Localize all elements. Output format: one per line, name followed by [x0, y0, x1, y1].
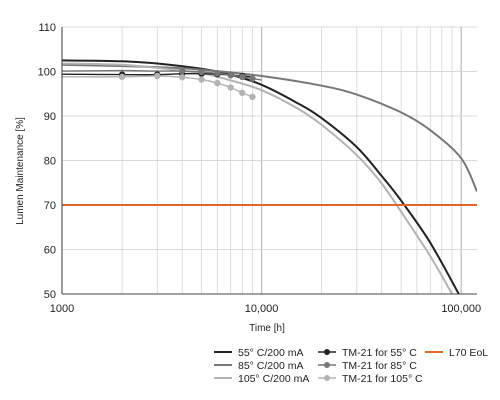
y-tick-label: 80 [44, 156, 56, 168]
legend-label: TM-21 for 85° C [342, 360, 417, 372]
y-axis-label: Lumen Maintenance [%] [15, 117, 26, 225]
x-tick-label: 10,000 [245, 303, 279, 315]
tm21-data-point [249, 75, 256, 82]
legend-label: 55° C/200 mA [238, 347, 303, 359]
y-tick-label: 60 [44, 245, 56, 257]
legend-label: 105° C/200 mA [238, 373, 309, 385]
series-line-1 [62, 59, 460, 294]
legend-marker [324, 349, 330, 355]
tm21-data-point [198, 68, 205, 76]
y-tick-label: 70 [44, 200, 56, 212]
series-line-2 [62, 63, 477, 193]
y-tick-label: 50 [44, 289, 56, 301]
tm21-data-point [118, 73, 126, 81]
tm21-data-point [198, 76, 205, 83]
tm21-data-point [178, 74, 186, 81]
legend-marker [324, 375, 330, 381]
series-line-5 [62, 69, 262, 81]
tm21-data-point [239, 73, 246, 81]
tm21-data-point [154, 72, 161, 80]
legend-label: 85° C/200 mA [238, 360, 303, 372]
y-tick-label: 100 [38, 67, 56, 79]
tm21-data-point [214, 79, 221, 87]
legend-label: L70 EoL [449, 347, 488, 359]
series-lines [62, 59, 477, 294]
legend-marker [324, 362, 330, 368]
x-axis-label: Time [h] [249, 323, 285, 334]
tm21-data-point [214, 70, 221, 77]
x-tick-label: 100,000 [441, 303, 481, 315]
tm21-data-point [227, 84, 234, 91]
tm21-data-point [249, 93, 256, 101]
tm21-data-point [227, 71, 234, 79]
y-tick-label: 110 [38, 22, 56, 34]
axes: 50 60 70 80 90 100 110 1000 10,000 100,000 [38, 22, 481, 315]
series-line-3 [62, 62, 453, 294]
tm21-data-point [178, 67, 186, 75]
legend-label: TM-21 for 105° C [342, 373, 423, 385]
tm21-data-point [239, 89, 246, 97]
y-tick-label: 90 [44, 111, 56, 123]
legend-label: TM-21 for 55° C [342, 347, 417, 359]
x-tick-label: 1000 [50, 303, 74, 315]
series-markers [118, 67, 256, 101]
